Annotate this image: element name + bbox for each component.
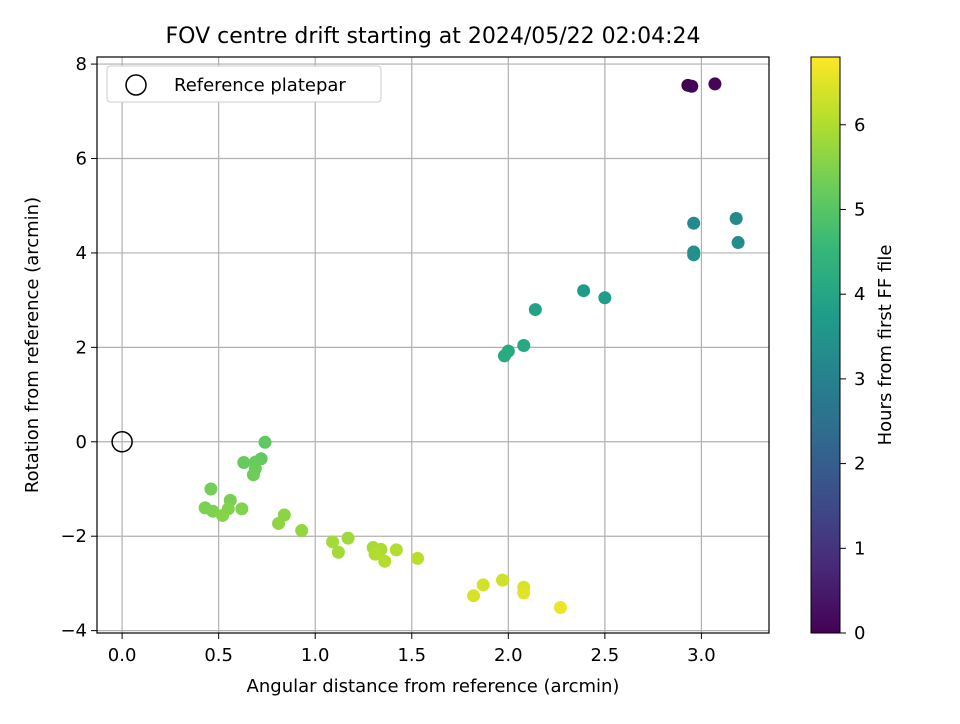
colorbar-tick-label: 6 [854, 115, 865, 136]
colorbar-tick-label: 2 [854, 454, 865, 475]
data-point [496, 573, 510, 587]
data-point [553, 601, 567, 615]
data-point [235, 502, 249, 516]
colorbar-tick-label: 1 [854, 538, 865, 559]
legend-label: Reference platepar [174, 75, 346, 96]
reference-point [111, 431, 133, 453]
data-point [411, 551, 425, 565]
data-point [729, 211, 743, 225]
data-point [528, 303, 542, 317]
data-point [731, 236, 745, 250]
data-point [258, 435, 272, 449]
data-point [685, 79, 699, 93]
y-tick-label: −4 [60, 621, 87, 642]
data-point [295, 524, 309, 538]
x-tick-label: 0.5 [204, 645, 233, 666]
data-point [467, 589, 481, 603]
data-point [246, 468, 260, 482]
data-point [389, 543, 403, 557]
x-tick-label: 2.0 [494, 645, 523, 666]
x-tick-label: 0.0 [108, 645, 137, 666]
data-point [687, 248, 701, 262]
x-axis-label: Angular distance from reference (arcmin) [247, 676, 620, 697]
y-tick-label: 8 [76, 54, 87, 75]
data-point [517, 586, 531, 600]
data-point [708, 77, 722, 91]
colorbar-tick-label: 5 [854, 199, 865, 220]
data-point [368, 547, 382, 561]
data-point [378, 554, 392, 568]
reference-marker [111, 431, 133, 453]
data-point [216, 508, 230, 522]
x-tick-label: 1.5 [397, 645, 426, 666]
y-axis-label: Rotation from reference (arcmin) [22, 197, 43, 493]
data-point [272, 516, 286, 530]
colorbar-tick-label: 0 [854, 623, 865, 644]
data-point [687, 216, 701, 230]
colorbar-label: Hours from first FF file [875, 245, 896, 446]
data-point [598, 291, 612, 305]
x-axis-ticks: 0.0 0.5 1.0 1.5 2.0 2.5 3.0 [108, 633, 716, 666]
y-axis-ticks: −4 −2 0 2 4 6 8 [60, 54, 97, 642]
data-point [341, 531, 355, 545]
data-point [476, 578, 490, 592]
data-point [204, 482, 218, 496]
legend: Reference platepar [106, 65, 382, 103]
x-tick-label: 1.0 [301, 645, 330, 666]
colorbar-tick-label: 4 [854, 284, 865, 305]
data-point [517, 338, 531, 352]
colorbar-tick-label: 3 [854, 369, 865, 390]
data-point [326, 535, 340, 549]
colorbar-ticks: 0 1 2 3 4 5 6 [840, 115, 865, 644]
data-point [577, 284, 591, 298]
y-tick-label: 0 [76, 432, 87, 453]
data-point [497, 349, 511, 363]
legend-marker [125, 74, 147, 96]
y-tick-label: −2 [60, 526, 87, 547]
chart-title: FOV centre drift starting at 2024/05/22 … [166, 24, 701, 49]
data-point [237, 456, 251, 470]
y-tick-label: 4 [76, 243, 87, 264]
colorbar [810, 56, 841, 634]
x-tick-label: 2.5 [591, 645, 620, 666]
x-tick-label: 3.0 [687, 645, 716, 666]
legend-box [106, 65, 382, 103]
y-tick-label: 6 [76, 149, 87, 170]
data-points [198, 77, 745, 615]
y-tick-label: 2 [76, 337, 87, 358]
plot-frame [96, 56, 770, 634]
grid [97, 57, 769, 633]
data-point [331, 545, 345, 559]
